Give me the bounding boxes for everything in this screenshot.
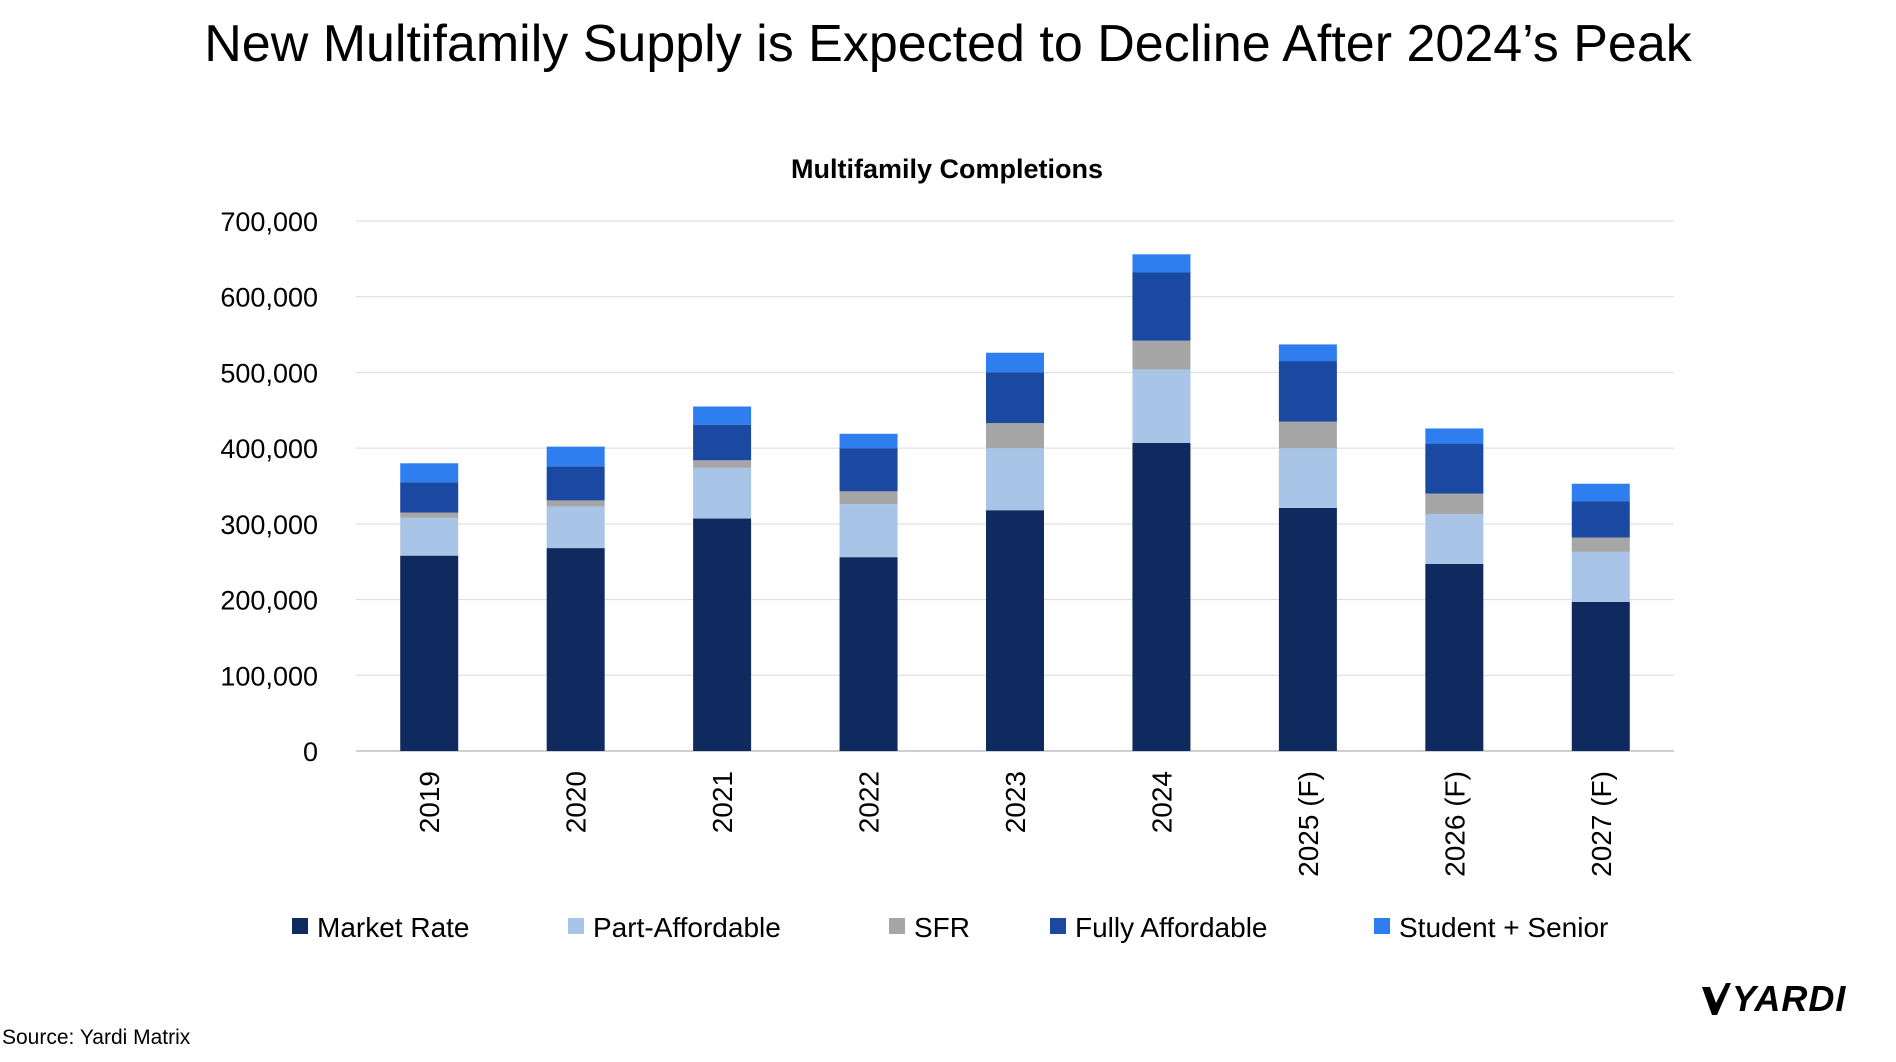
bar-segment-market-rate [546,548,605,751]
bar-segment-part-affordable [546,506,605,549]
y-tick-label: 100,000 [220,661,318,691]
legend-label: SFR [914,912,970,943]
bar-segment-market-rate [693,518,752,751]
y-tick-label: 200,000 [220,586,318,616]
x-tick-label: 2020 [561,771,592,833]
bar-segment-part-affordable [1571,551,1630,602]
bar-segment-market-rate [1425,563,1484,751]
bar-segment-student-senior [546,446,605,467]
bar-segment-market-rate [1132,442,1191,751]
bar-segment-fully-affordable [1132,272,1191,341]
bar-segment-student-senior [1571,483,1630,502]
y-tick-label: 700,000 [220,207,318,237]
legend-label: Fully Affordable [1075,912,1268,943]
legend-swatch [292,918,308,934]
bar-segment-student-senior [400,463,459,483]
legend-label: Part-Affordable [593,912,781,943]
bar-segment-part-affordable [1425,514,1484,564]
y-axis-ticks: 0 100,000 200,000 300,000 400,000 500,000 600,… [220,207,318,767]
x-tick-label: 2025 (F) [1293,771,1324,877]
source-note: Source: Yardi Matrix [2,1026,191,1049]
bar-segment-fully-affordable [400,482,459,513]
bar-segment-sfr [546,500,605,507]
bar-segment-sfr [986,423,1044,449]
bar-segment-part-affordable [693,467,752,519]
legend-label: Student + Senior [1399,912,1608,943]
y-tick-label: 300,000 [220,510,318,540]
bar-segment-student-senior [693,406,752,425]
bar-segment-sfr [1571,537,1630,552]
bar-segment-student-senior [839,433,898,449]
bar-segment-student-senior [1132,254,1191,273]
bar-segment-student-senior [986,352,1044,373]
bar-segment-sfr [400,512,459,518]
y-tick-label: 400,000 [220,434,318,464]
chart-title: Multifamily Completions [791,154,1103,184]
bar-segment-sfr [693,460,752,468]
x-tick-label: 2021 [707,771,738,833]
y-tick-label: 500,000 [220,358,318,388]
x-tick-label: 2023 [1000,771,1031,833]
bar-segment-fully-affordable [546,466,605,501]
bar-segment-fully-affordable [1425,443,1484,494]
bar-segment-part-affordable [839,504,898,558]
legend: Market Rate Part-Affordable SFR Fully Affor… [292,912,1608,943]
bar-segment-student-senior [1278,344,1337,362]
bar-segment-sfr [1425,493,1484,515]
x-tick-label: 2024 [1146,771,1177,833]
bar-segment-market-rate [839,557,898,751]
legend-swatch [1374,918,1390,934]
bar-segment-fully-affordable [839,448,898,492]
bar-segment-market-rate [1278,507,1337,751]
bar-segment-part-affordable [1278,448,1337,508]
bar-segment-fully-affordable [693,424,752,461]
yardi-chevron-icon [1702,983,1731,1015]
x-tick-label: 2019 [414,771,445,833]
bar-segment-market-rate [400,555,459,751]
bar-segment-student-senior [1425,428,1484,444]
bar-segment-part-affordable [400,517,459,556]
y-tick-label: 600,000 [220,283,318,313]
y-tick-label: 0 [303,737,318,767]
bar-segment-market-rate [986,510,1044,751]
bar-segment-sfr [839,491,898,505]
x-tick-label: 2026 (F) [1439,771,1470,877]
bar-segment-fully-affordable [1571,501,1630,538]
bar-segment-market-rate [1571,601,1630,751]
slide-title: New Multifamily Supply is Expected to De… [204,15,1692,73]
logo-text: YARDI [1732,978,1847,1019]
bar-segment-fully-affordable [1278,361,1337,422]
legend-label: Market Rate [317,912,470,943]
legend-swatch [1050,918,1066,934]
bars [400,254,1630,751]
bar-segment-sfr [1278,421,1337,449]
yardi-logo: YARDI [1700,978,1846,1020]
bar-segment-sfr [1132,340,1191,370]
x-tick-label: 2022 [854,771,885,833]
x-tick-label: 2027 (F) [1586,771,1617,877]
legend-swatch [889,918,905,934]
bar-segment-part-affordable [1132,369,1191,443]
legend-swatch [568,918,584,934]
x-axis-ticks: 2019 2020 2021 2022 2023 2024 2025 (F) 2026 (F)… [414,771,1617,877]
bar-segment-part-affordable [986,448,1044,511]
bar-segment-fully-affordable [986,372,1044,424]
